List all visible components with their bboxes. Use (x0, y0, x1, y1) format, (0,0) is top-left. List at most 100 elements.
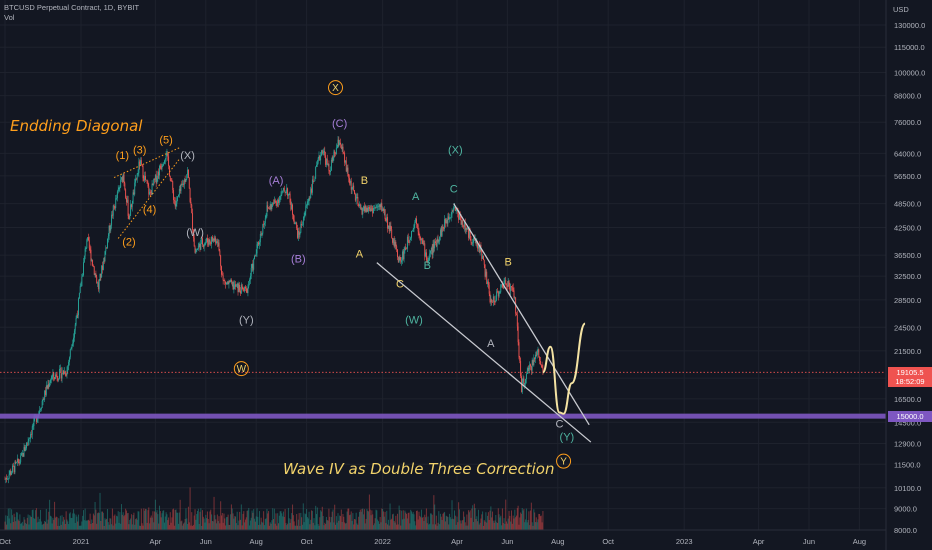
volume-bar (191, 512, 193, 530)
candle-body (398, 257, 400, 263)
candle-body (259, 234, 261, 243)
volume-bar (174, 510, 176, 530)
candle-body (524, 383, 526, 385)
candle-body (330, 159, 332, 171)
candle-body (535, 354, 536, 359)
candle-body (378, 206, 379, 207)
candle-body (409, 239, 411, 243)
volume-bar (110, 518, 112, 530)
candle-body (226, 282, 228, 283)
volume-bar (258, 511, 260, 530)
volume-bar (388, 525, 390, 530)
candle-body (435, 243, 437, 247)
volume-bar (317, 524, 319, 530)
candle-body (260, 234, 262, 235)
volume-bar (239, 519, 241, 530)
volume-bar (11, 509, 13, 530)
candle-body (335, 147, 337, 155)
volume-bar (308, 511, 310, 530)
candle-body (215, 238, 217, 244)
volume-bar (348, 508, 350, 530)
candle-body (496, 291, 498, 300)
volume-bar (239, 511, 241, 530)
candle-body (164, 158, 166, 161)
candle-body (48, 384, 50, 387)
candle-body (8, 474, 10, 479)
candle-body (22, 452, 24, 457)
candle-body (155, 174, 157, 183)
candle-body (449, 217, 450, 220)
volume-bar (430, 513, 432, 530)
symbol-title[interactable]: BTCUSD Perpetual Contract, 1D, BYBIT (4, 3, 140, 12)
candle-body (16, 462, 18, 463)
candle-body (388, 225, 390, 232)
candle-body (231, 282, 233, 283)
volume-bar (291, 513, 293, 530)
candle-body (69, 357, 70, 362)
time-axis[interactable]: Oct 2021 Apr Jun Aug Oct 2022 Apr Jun Aug Oct 2023 A… (0, 529, 886, 546)
candle-body (71, 344, 73, 349)
volume-bar (527, 519, 529, 530)
candle-body (269, 204, 271, 210)
volume-bar (330, 517, 332, 530)
candle-body (220, 255, 222, 267)
volume-bar (305, 514, 307, 530)
volume-bar (102, 512, 104, 530)
volume-bar (433, 495, 435, 530)
volume-bar (430, 513, 432, 530)
volume-bar (463, 516, 465, 530)
candle-body (109, 225, 111, 231)
candle-body (247, 286, 249, 293)
volume-bar (455, 524, 457, 530)
candle-body (83, 262, 84, 276)
candle-body (390, 225, 392, 230)
candle-body (435, 241, 436, 244)
volume-bar (199, 511, 201, 530)
candle-body (332, 157, 334, 162)
volume-bar (306, 508, 308, 530)
volume-bar (91, 519, 93, 530)
candle-body (459, 214, 461, 219)
candle-body (62, 370, 64, 375)
wave-label: (W) (405, 315, 423, 327)
price-axis[interactable]: 8000.0 9000.0 10100.0 11500.0 12900.0 14500.0… (885, 0, 925, 550)
volume-bar (113, 515, 115, 530)
volume-bar (292, 515, 294, 530)
candle-body (344, 152, 346, 163)
candle-body (383, 209, 385, 211)
volume-indicator-label[interactable]: Vol (4, 13, 15, 22)
candle-body (329, 170, 331, 172)
candle-body (421, 238, 422, 241)
volume-bar (71, 518, 73, 530)
candle-body (368, 207, 370, 212)
volume-bar (59, 525, 61, 530)
candle-body (396, 246, 398, 250)
volume-bar (82, 515, 84, 530)
candle-body (287, 188, 289, 196)
candle-body (354, 190, 355, 195)
candle-body (223, 280, 225, 281)
wave-label: (Y) (239, 315, 254, 327)
volume-bar (457, 522, 459, 530)
volume-bar (163, 510, 165, 530)
volume-bar (513, 518, 515, 530)
candle-body (119, 187, 121, 188)
volume-bar (406, 513, 408, 530)
drawing-layer (0, 147, 886, 443)
candle-body (345, 160, 347, 172)
volume-bar (68, 524, 70, 530)
volume-bar (197, 508, 199, 530)
candle-body (478, 245, 479, 249)
candle-body (539, 356, 541, 361)
candle-body (501, 284, 503, 286)
volume-bar (512, 515, 514, 530)
candle-body (244, 286, 246, 292)
volume-bar (487, 512, 489, 530)
volume-bar (63, 519, 65, 530)
volume-bar (189, 487, 191, 530)
volume-bar (525, 508, 527, 530)
candle-body (13, 466, 15, 473)
volume-bar (130, 514, 132, 530)
candle-body (423, 243, 425, 245)
